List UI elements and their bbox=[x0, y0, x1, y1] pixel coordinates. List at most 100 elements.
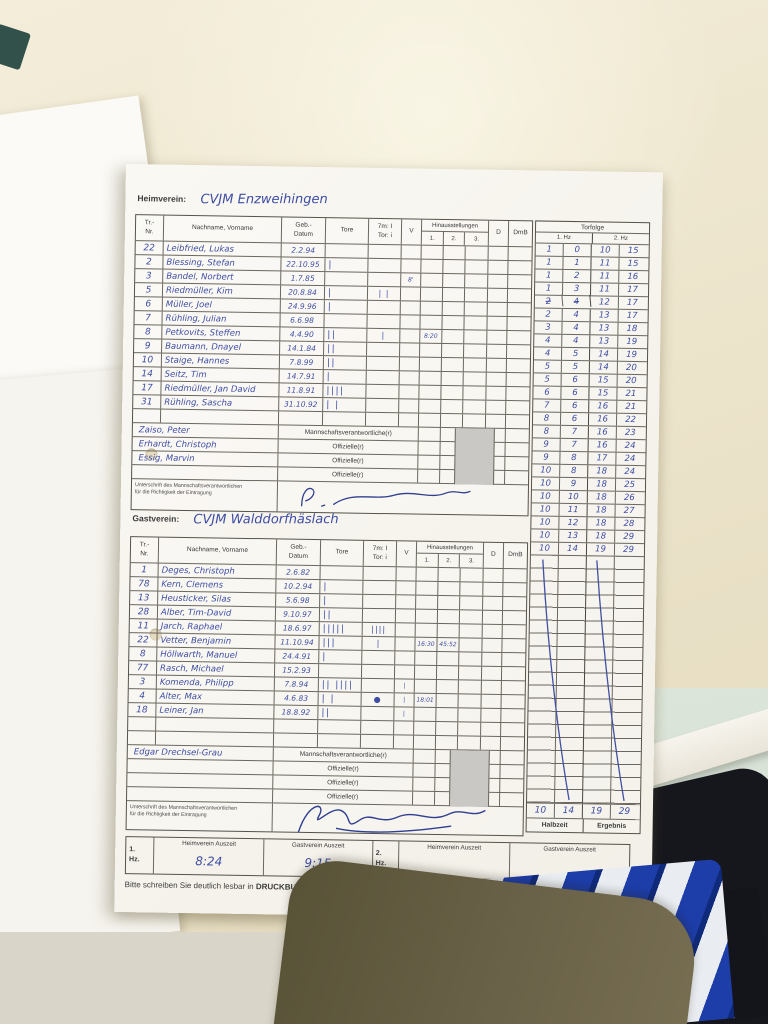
torfolge-score-cell: 10 bbox=[531, 477, 561, 490]
torfolge-score-cell: 9 bbox=[532, 451, 561, 464]
player-birthdate bbox=[273, 733, 319, 748]
player-name bbox=[155, 731, 275, 747]
player-name: Jarch, Raphael bbox=[157, 619, 276, 635]
signature-caption-line2: für die Richtigkeit der Eintragung bbox=[129, 811, 207, 819]
suspension-3 bbox=[464, 344, 488, 358]
warning-mark bbox=[395, 623, 416, 637]
torfolge-score-cell: 17 bbox=[626, 297, 638, 309]
suspension-2 bbox=[437, 623, 460, 638]
official-extra-cell bbox=[501, 751, 524, 764]
d-cell bbox=[488, 246, 509, 261]
header-geb-line: Geb.- bbox=[295, 221, 312, 229]
player-name bbox=[156, 717, 275, 733]
suspension-3 bbox=[459, 638, 483, 652]
official-name: Erhardt, Christoph bbox=[132, 437, 279, 453]
player-number: 22 bbox=[129, 633, 158, 647]
suspension-3 bbox=[458, 694, 482, 708]
player-number: 6 bbox=[134, 297, 163, 311]
dmb-cell bbox=[502, 695, 525, 708]
dmb-cell bbox=[501, 737, 524, 750]
suspension-3 bbox=[460, 568, 484, 582]
official-extra-cell bbox=[505, 457, 528, 470]
dmb-cell bbox=[507, 317, 530, 330]
torfolge-score-cell: 20 bbox=[625, 362, 637, 374]
suspension-3 bbox=[463, 386, 487, 400]
d-cell bbox=[482, 624, 503, 638]
torfolge-score-cell: 4 bbox=[533, 347, 563, 360]
torfolge-score-cell: 14 bbox=[589, 361, 618, 374]
player-birthdate: 15.2.93 bbox=[274, 663, 320, 678]
torfolge-score-cell: 22 bbox=[625, 414, 637, 426]
seven-meter-tally bbox=[361, 720, 395, 735]
cancellation-slashes bbox=[542, 559, 625, 802]
header-name-line: Nachname, Vorname bbox=[191, 224, 254, 233]
header-name-line: Nachname, Vorname bbox=[186, 546, 249, 555]
d-cell bbox=[481, 694, 502, 708]
goals-tally: | bbox=[323, 370, 367, 384]
header-hinausstellungen: Hinausstellungen 1. 2. 3. bbox=[416, 541, 485, 568]
torfolge-score-cell: 6 bbox=[561, 399, 590, 413]
header-hinaus-3: 3. bbox=[473, 235, 480, 243]
player-number: 2 bbox=[135, 255, 164, 269]
player-birthdate: 18.6.97 bbox=[275, 621, 320, 636]
header-tore: Tore bbox=[320, 540, 365, 566]
warning-mark: | bbox=[394, 707, 415, 721]
suspension-1 bbox=[421, 245, 444, 259]
header-hinausstellungen-subrow: 1. 2. 3. bbox=[416, 553, 483, 568]
official-name: Essig, Marvin bbox=[132, 451, 279, 467]
suspension-2 bbox=[440, 413, 464, 428]
goals-tally: || bbox=[319, 608, 364, 622]
d-cell bbox=[481, 722, 502, 736]
header-tr-nr-line: Tr.- bbox=[144, 219, 155, 227]
warning-mark bbox=[395, 651, 416, 665]
torfolge-score-cell: 4 bbox=[562, 334, 591, 348]
torfolge-score-cell: 1 bbox=[563, 256, 592, 270]
seven-meter-tally bbox=[363, 594, 397, 609]
torfolge-score-cell: 14 bbox=[589, 348, 619, 361]
header-hinausstellungen-label: Hinausstellungen bbox=[421, 219, 489, 233]
dmb-cell bbox=[503, 625, 526, 638]
dmb-cell bbox=[506, 387, 529, 400]
suspension-2 bbox=[436, 693, 459, 708]
torfolge-score-cell: 12 bbox=[590, 296, 619, 309]
torfolge-rows: 1 0 10 15 1 1 11 15 1 2 11 16 1 3 11 17 2 4 12 17 2 4 13 17 3 4 13… bbox=[530, 243, 649, 558]
goals-tally bbox=[318, 720, 362, 734]
suspension-1 bbox=[421, 273, 444, 287]
header-v-line: V bbox=[404, 549, 409, 557]
suspension-2 bbox=[436, 665, 460, 680]
torfolge-score-cell: 10 bbox=[532, 464, 561, 477]
torfolge-summary-values: 10 14 19 29 bbox=[526, 803, 640, 821]
suspension-2 bbox=[441, 399, 464, 414]
player-birthdate: 4.4.90 bbox=[280, 327, 325, 342]
suspension-3 bbox=[458, 722, 482, 736]
goals-tally: ||||| bbox=[319, 622, 363, 636]
suspension-2 bbox=[442, 329, 465, 344]
torfolge-score-cell: 7 bbox=[560, 438, 589, 452]
home-team-name: CVJM Enzweihingen bbox=[200, 192, 328, 208]
goals-tally bbox=[325, 272, 369, 286]
suspension-2 bbox=[442, 301, 465, 316]
player-birthdate: 18.8.92 bbox=[274, 705, 319, 720]
d-cell bbox=[486, 372, 507, 387]
signature-caption: Unterschrift des Mannschaftsverantwortli… bbox=[131, 479, 279, 512]
goals-tally: || bbox=[323, 356, 368, 370]
signature-caption-line2: für die Richtigkeit der Eintragung bbox=[134, 489, 212, 497]
player-number bbox=[127, 731, 157, 745]
official-role-label: Offizielle(r) bbox=[273, 761, 414, 777]
torfolge-score-cell: 13 bbox=[559, 529, 588, 543]
torfolge-score-cell: 19 bbox=[626, 336, 638, 348]
torfolge-score-cell: 1 bbox=[535, 243, 564, 256]
halbzeit-label: Halbzeit bbox=[526, 818, 584, 833]
goals-tally bbox=[318, 664, 363, 678]
torfolge-score-cell: 11 bbox=[559, 503, 588, 517]
torfolge-score-cell: 8 bbox=[560, 464, 589, 478]
d-cell bbox=[481, 666, 503, 680]
torfolge-score-cell: 17 bbox=[627, 284, 639, 296]
warning-mark bbox=[395, 609, 417, 623]
official-extra-cell bbox=[506, 429, 529, 442]
dmb-cell bbox=[502, 681, 525, 694]
dmb-cell bbox=[501, 709, 524, 722]
torfolge-score-cell: 23 bbox=[624, 427, 636, 439]
torfolge-score-cell: 10 bbox=[559, 490, 588, 504]
